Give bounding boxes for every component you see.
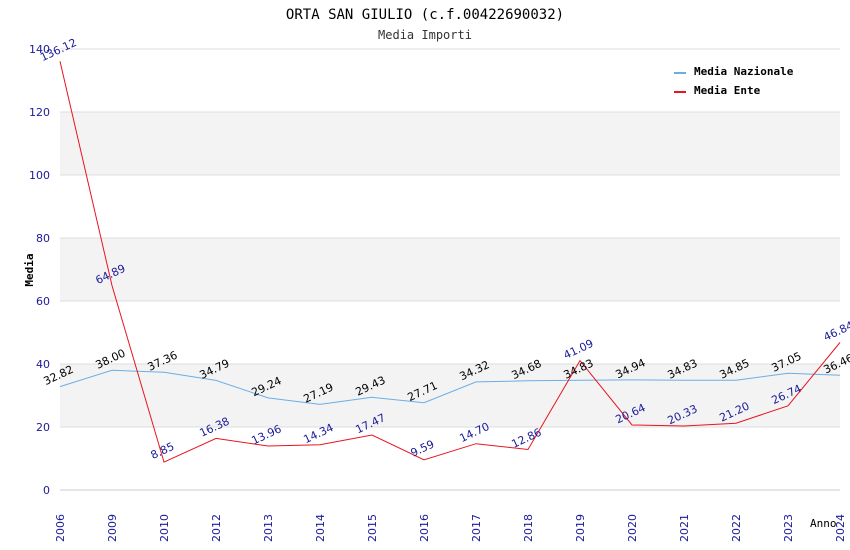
series-lines <box>59 61 841 463</box>
y-tick-label: 40 <box>36 358 50 371</box>
plot-band <box>60 364 840 427</box>
x-tick-label: 2019 <box>574 514 587 542</box>
y-tick-label: 60 <box>36 295 50 308</box>
x-tick-label: 2017 <box>470 514 483 542</box>
x-tick-label: 2009 <box>106 514 119 542</box>
y-tick-label: 140 <box>29 43 50 56</box>
data-label: 9.59 <box>409 438 437 460</box>
y-tick-label: 100 <box>29 169 50 182</box>
series-line-media-nazionale <box>59 369 841 405</box>
x-tick-label: 2015 <box>366 514 379 542</box>
y-axis-ticks: 0 20 40 60 80 100 120 140 <box>29 43 50 497</box>
plot-band <box>60 112 840 175</box>
x-tick-label: 2012 <box>210 514 223 542</box>
series-line-media-ente <box>59 61 841 463</box>
legend: Media Nazionale Media Ente <box>674 65 794 97</box>
y-tick-label: 0 <box>43 484 50 497</box>
x-tick-label: 2023 <box>782 514 795 542</box>
y-tick-label: 20 <box>36 421 50 434</box>
x-tick-label: 2010 <box>158 514 171 542</box>
legend-item-media-ente: Media Ente <box>674 84 761 97</box>
x-tick-label: 2016 <box>418 514 431 542</box>
x-tick-label: 2022 <box>730 514 743 542</box>
x-tick-label: 2020 <box>626 514 639 542</box>
y-axis-title: Media <box>23 253 36 286</box>
plot-background-bands <box>60 112 840 427</box>
x-tick-label: 2006 <box>54 514 67 542</box>
x-tick-label: 2014 <box>314 514 327 542</box>
data-label: 12.86 <box>509 426 543 451</box>
chart-subtitle: Media Importi <box>378 28 472 42</box>
data-label: 46.84 <box>821 319 850 344</box>
legend-label-media-ente: Media Ente <box>694 84 761 97</box>
y-tick-label: 120 <box>29 106 50 119</box>
plot-band <box>60 238 840 301</box>
legend-label-media-nazionale: Media Nazionale <box>694 65 794 78</box>
x-tick-label: 2021 <box>678 514 691 542</box>
x-axis-title: Anno <box>810 517 837 530</box>
chart-title: ORTA SAN GIULIO (c.f.00422690032) <box>286 7 564 23</box>
x-tick-label: 2013 <box>262 514 275 542</box>
legend-item-media-nazionale: Media Nazionale <box>674 65 794 78</box>
data-label: 136.12 <box>38 36 78 64</box>
x-axis-ticks: 2006 2009 2010 2012 2013 2014 2015 2016 2017 2018… <box>54 514 847 542</box>
y-tick-label: 80 <box>36 232 50 245</box>
x-tick-label: 2018 <box>522 514 535 542</box>
x-tick-label: 2024 <box>834 514 847 542</box>
